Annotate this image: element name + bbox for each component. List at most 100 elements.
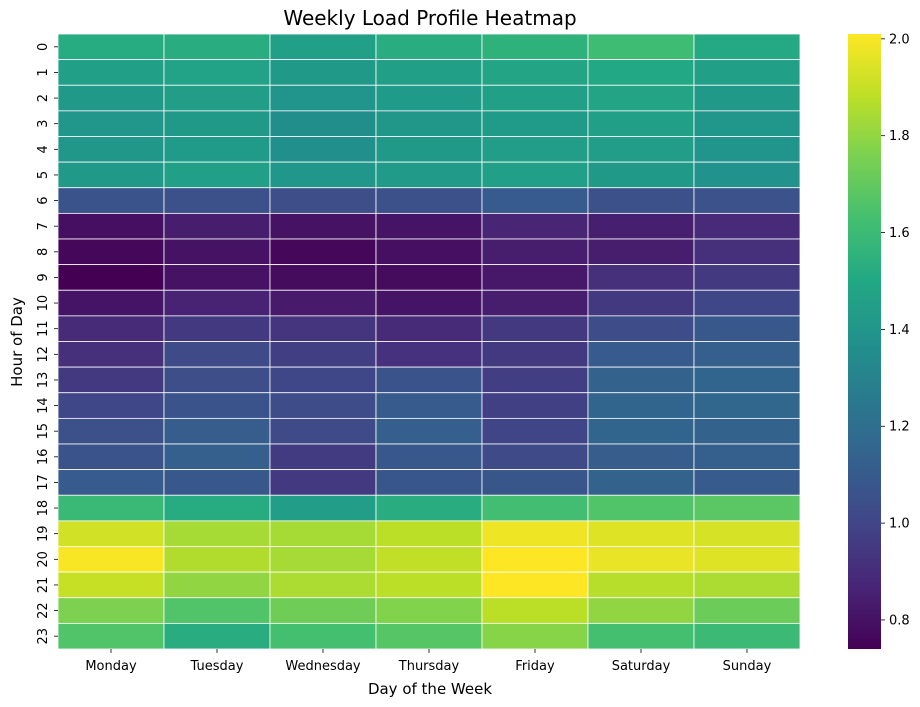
x-tick-label: Friday	[515, 659, 555, 674]
heatmap-cell	[693, 289, 801, 317]
heatmap-cell	[163, 289, 271, 317]
heatmap-cell	[375, 520, 483, 547]
heatmap-cell	[163, 161, 271, 189]
heatmap-cell	[269, 84, 377, 112]
y-tick-label: 17	[36, 474, 51, 491]
heatmap-cell	[375, 341, 483, 368]
heatmap-cell	[587, 597, 695, 624]
heatmap-cell	[57, 187, 165, 214]
heatmap-cell	[693, 59, 801, 86]
y-tick-label: 0	[36, 43, 51, 51]
heatmap-cell	[587, 520, 695, 547]
heatmap-cell	[693, 33, 801, 61]
heatmap-cell	[693, 520, 801, 547]
heatmap-cell	[481, 289, 589, 317]
y-tick-label: 22	[36, 602, 51, 619]
x-tick-label: Wednesday	[285, 659, 361, 674]
heatmap-cell	[375, 33, 483, 61]
y-tick-label: 23	[36, 628, 51, 645]
colorbar-tick-label: 1.2	[889, 420, 910, 435]
colorbar-tick-label: 2.0	[889, 32, 910, 47]
y-tick-label: 2	[36, 94, 51, 102]
heatmap-cell	[57, 289, 165, 317]
heatmap-cell	[587, 264, 695, 291]
y-tick-label: 14	[36, 397, 51, 414]
heatmap-cell	[269, 546, 377, 573]
heatmap-cell	[587, 571, 695, 599]
x-axis-ticks: Monday Tuesday Wednesday Thursday Friday Satu…	[85, 649, 772, 674]
heatmap-cell	[375, 392, 483, 419]
heatmap-cell	[693, 571, 801, 599]
y-tick-label: 19	[36, 525, 51, 542]
heatmap-cell	[375, 571, 483, 599]
heatmap-cell	[269, 366, 377, 394]
heatmap-cell	[375, 264, 483, 291]
heatmap-cell	[375, 187, 483, 214]
heatmap-cell	[163, 366, 271, 394]
heatmap-cell	[163, 187, 271, 214]
heatmap-cell	[693, 392, 801, 419]
heatmap-cell	[587, 187, 695, 214]
heatmap-cell	[481, 315, 589, 342]
heatmap-cell	[57, 392, 165, 419]
heatmap-cells	[57, 33, 801, 650]
heatmap-cell	[269, 161, 377, 189]
heatmap-cell	[693, 597, 801, 624]
heatmap-cell	[163, 494, 271, 522]
heatmap-cell	[481, 597, 589, 624]
heatmap-cell	[163, 571, 271, 599]
heatmap-cell	[481, 136, 589, 163]
x-tick-label: Sunday	[723, 659, 772, 674]
heatmap-cell	[375, 161, 483, 189]
heatmap-cell	[693, 238, 801, 266]
heatmap-cell	[57, 622, 165, 650]
heatmap-cell	[693, 161, 801, 189]
heatmap-cell	[375, 289, 483, 317]
heatmap-cell	[481, 392, 589, 419]
heatmap-cell	[57, 84, 165, 112]
heatmap-cell	[587, 341, 695, 368]
heatmap-cell	[587, 546, 695, 573]
heatmap-cell	[693, 546, 801, 573]
heatmap-cell	[481, 417, 589, 445]
heatmap-cell	[693, 110, 801, 137]
heatmap-cell	[375, 469, 483, 496]
heatmap-cell	[693, 136, 801, 163]
heatmap-cell	[57, 59, 165, 86]
heatmap-cell	[481, 546, 589, 573]
heatmap-cell	[481, 341, 589, 368]
heatmap-cell	[163, 136, 271, 163]
heatmap-cell	[163, 212, 271, 240]
heatmap-cell	[57, 494, 165, 522]
heatmap-cell	[269, 443, 377, 471]
heatmap-cell	[163, 443, 271, 471]
heatmap-cell	[587, 212, 695, 240]
heatmap-cell	[269, 110, 377, 137]
heatmap-cell	[375, 597, 483, 624]
heatmap-cell	[163, 469, 271, 496]
heatmap-cell	[481, 33, 589, 61]
heatmap-cell	[163, 84, 271, 112]
heatmap-cell	[269, 520, 377, 547]
heatmap-cell	[57, 341, 165, 368]
y-tick-label: 8	[36, 248, 51, 256]
heatmap-cell	[269, 341, 377, 368]
heatmap-cell	[481, 161, 589, 189]
heatmap-cell	[269, 59, 377, 86]
heatmap-cell	[693, 264, 801, 291]
heatmap-cell	[269, 212, 377, 240]
heatmap-cell	[587, 161, 695, 189]
heatmap-cell	[587, 469, 695, 496]
y-tick-label: 11	[36, 320, 51, 337]
heatmap-cell	[481, 443, 589, 471]
heatmap-cell	[375, 110, 483, 137]
heatmap-cell	[693, 622, 801, 650]
heatmap-cell	[375, 494, 483, 522]
heatmap-cell	[587, 238, 695, 266]
heatmap-cell	[587, 136, 695, 163]
y-tick-label: 12	[36, 346, 51, 363]
heatmap-cell	[587, 443, 695, 471]
heatmap-cell	[57, 366, 165, 394]
heatmap-cell	[163, 315, 271, 342]
